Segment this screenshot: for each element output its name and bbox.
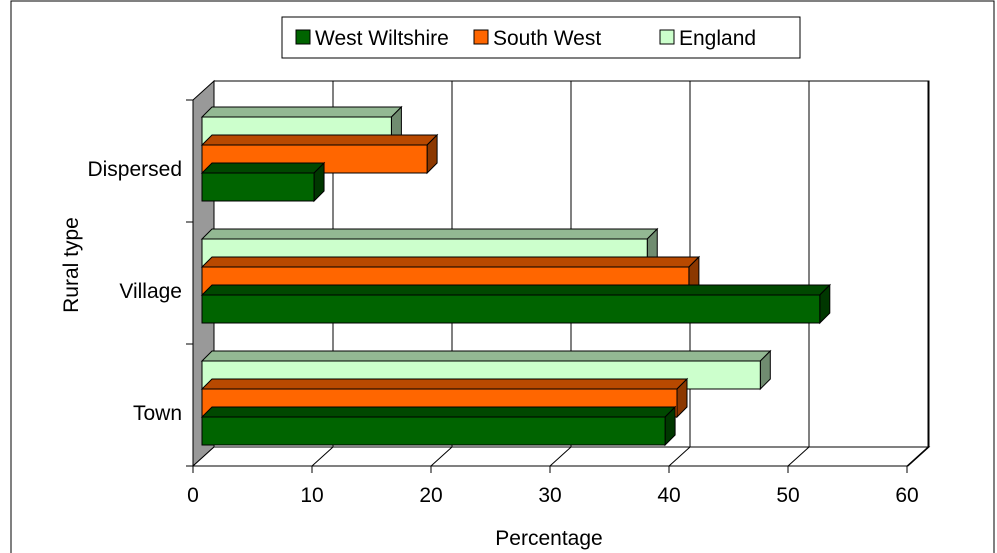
bars bbox=[200, 105, 832, 447]
bar-top-face bbox=[200, 350, 772, 362]
bar-top-face bbox=[200, 162, 326, 174]
floor-gridline-60 bbox=[906, 446, 929, 467]
x-tick-label: 60 bbox=[895, 484, 918, 507]
legend-label-england: England bbox=[679, 27, 756, 50]
bar-top-face bbox=[200, 406, 677, 418]
legend-label-west-wiltshire: West Wiltshire bbox=[315, 27, 449, 50]
bar-village-west-wiltshire bbox=[200, 283, 832, 325]
bar-front-face bbox=[201, 172, 315, 202]
x-tick-label: 30 bbox=[538, 484, 561, 507]
legend-box bbox=[281, 16, 801, 59]
x-axis-label: Percentage bbox=[495, 527, 602, 550]
axes: 0 10 20 30 40 50 60 Dispersed Village Town bbox=[87, 99, 919, 507]
x-tick-label: 10 bbox=[300, 484, 323, 507]
bar-front-face bbox=[201, 416, 666, 446]
bar-dispersed-england bbox=[200, 105, 403, 147]
y-tick-label: Village bbox=[119, 280, 182, 303]
bar-top-face bbox=[200, 284, 832, 296]
bar-top-face bbox=[200, 134, 439, 146]
x-tick-label: 40 bbox=[657, 484, 680, 507]
y-tick-label: Dispersed bbox=[87, 158, 182, 181]
floor-gridline-30 bbox=[549, 446, 572, 467]
x-tick-label: 0 bbox=[187, 484, 199, 507]
bar-town-west-wiltshire bbox=[200, 405, 677, 447]
bar-front-face bbox=[201, 294, 821, 324]
bar-top-face bbox=[200, 106, 403, 118]
legend-swatch-south-west bbox=[473, 29, 489, 45]
floor-gridline-50 bbox=[787, 446, 810, 467]
x-tick-label: 20 bbox=[419, 484, 442, 507]
y-axis-label: Rural type bbox=[60, 217, 83, 313]
floor-gridline-10 bbox=[311, 446, 334, 467]
bar-top-face bbox=[200, 228, 659, 240]
legend-label-south-west: South West bbox=[493, 27, 601, 50]
legend-swatch-england bbox=[659, 29, 675, 45]
bar-top-face bbox=[200, 378, 689, 390]
floor-gridline-20 bbox=[430, 446, 453, 467]
bar-dispersed-west-wiltshire bbox=[200, 161, 326, 203]
x-tick-label: 50 bbox=[776, 484, 799, 507]
floor-gridline-40 bbox=[668, 446, 691, 467]
legend-swatch-west-wiltshire bbox=[295, 29, 311, 45]
bar-top-face bbox=[200, 256, 701, 268]
legend: West Wiltshire South West England bbox=[281, 16, 801, 59]
y-tick-label: Town bbox=[133, 402, 182, 425]
